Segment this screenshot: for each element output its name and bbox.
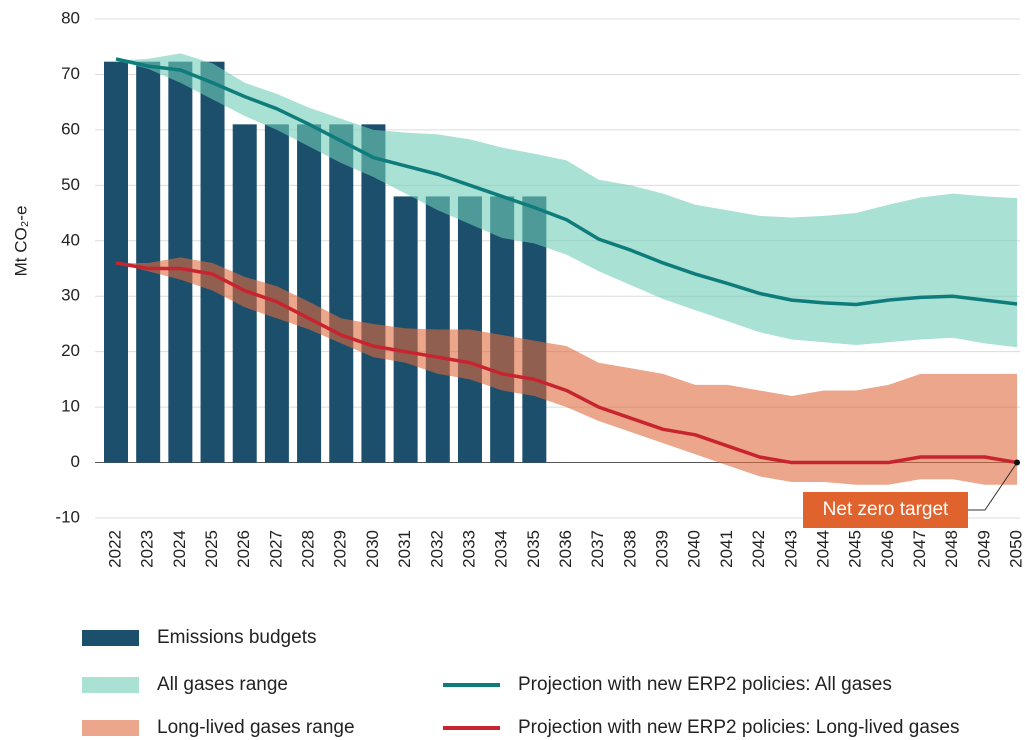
- y-tick-label: -10: [55, 507, 80, 526]
- annotation-box: [803, 492, 968, 528]
- x-tick-label: 2034: [492, 530, 511, 568]
- x-tick-label: 2026: [234, 530, 253, 568]
- legend-swatch: [82, 677, 139, 693]
- legend-label: Long-lived gases range: [157, 717, 355, 738]
- y-tick-label: 10: [61, 397, 80, 416]
- x-tick-label: 2028: [299, 530, 318, 568]
- annotation-text: Net zero target: [823, 499, 949, 520]
- annotation-leader: [968, 462, 1018, 511]
- annotation-point: [1014, 459, 1021, 466]
- bar: [104, 61, 128, 463]
- x-tick-label: 2023: [138, 530, 157, 568]
- x-tick-label: 2046: [878, 530, 897, 568]
- x-tick-label: 2031: [395, 530, 414, 568]
- x-tick-label: 2033: [459, 530, 478, 568]
- y-tick-label: 60: [61, 119, 80, 138]
- y-tick-label: 80: [61, 8, 80, 27]
- x-tick-label: 2047: [910, 530, 929, 568]
- x-tick-label: 2042: [749, 530, 768, 568]
- legend-label: All gases range: [157, 674, 288, 695]
- legend-label: Projection with new ERP2 policies: Long-…: [518, 717, 959, 738]
- y-tick-label: 50: [61, 175, 80, 194]
- y-tick-label: 0: [71, 452, 80, 471]
- x-tick-label: 2048: [942, 530, 961, 568]
- bar: [329, 124, 354, 463]
- x-tick-label: 2045: [846, 530, 865, 568]
- legend-label: Emissions budgets: [157, 627, 316, 648]
- x-tick-label: 2025: [202, 530, 221, 568]
- x-tick-label: 2050: [1007, 530, 1025, 568]
- range-band: [116, 257, 1018, 485]
- x-tick-label: 2043: [781, 530, 800, 568]
- y-axis-label: Mt CO₂-e: [11, 206, 30, 277]
- x-tick-label: 2049: [974, 530, 993, 568]
- x-tick-label: 2040: [685, 530, 704, 568]
- legend-label: Projection with new ERP2 policies: All g…: [518, 674, 892, 695]
- legend-swatch: [82, 720, 139, 736]
- y-tick-label: 30: [61, 286, 80, 305]
- x-tick-label: 2030: [363, 530, 382, 568]
- x-tick-label: 2022: [105, 530, 124, 568]
- x-tick-label: 2038: [620, 530, 639, 568]
- x-tick-label: 2027: [266, 530, 285, 568]
- x-tick-label: 2037: [588, 530, 607, 568]
- x-tick-label: 2029: [331, 530, 350, 568]
- line: [115, 57, 1018, 307]
- x-tick-label: 2039: [653, 530, 672, 568]
- x-tick-label: 2036: [556, 530, 575, 568]
- x-tick-label: 2024: [170, 530, 189, 568]
- bar: [297, 124, 322, 463]
- x-tick-label: 2044: [813, 530, 832, 568]
- bar: [490, 196, 515, 463]
- y-tick-label: 20: [61, 341, 80, 360]
- x-tick-label: 2032: [427, 530, 446, 568]
- legend-swatch: [82, 630, 139, 646]
- line: [115, 261, 1018, 465]
- range-band: [116, 53, 1018, 348]
- y-tick-label: 70: [61, 64, 80, 83]
- x-tick-label: 2035: [524, 530, 543, 568]
- x-tick-label: 2041: [717, 530, 736, 568]
- y-tick-label: 40: [61, 230, 80, 249]
